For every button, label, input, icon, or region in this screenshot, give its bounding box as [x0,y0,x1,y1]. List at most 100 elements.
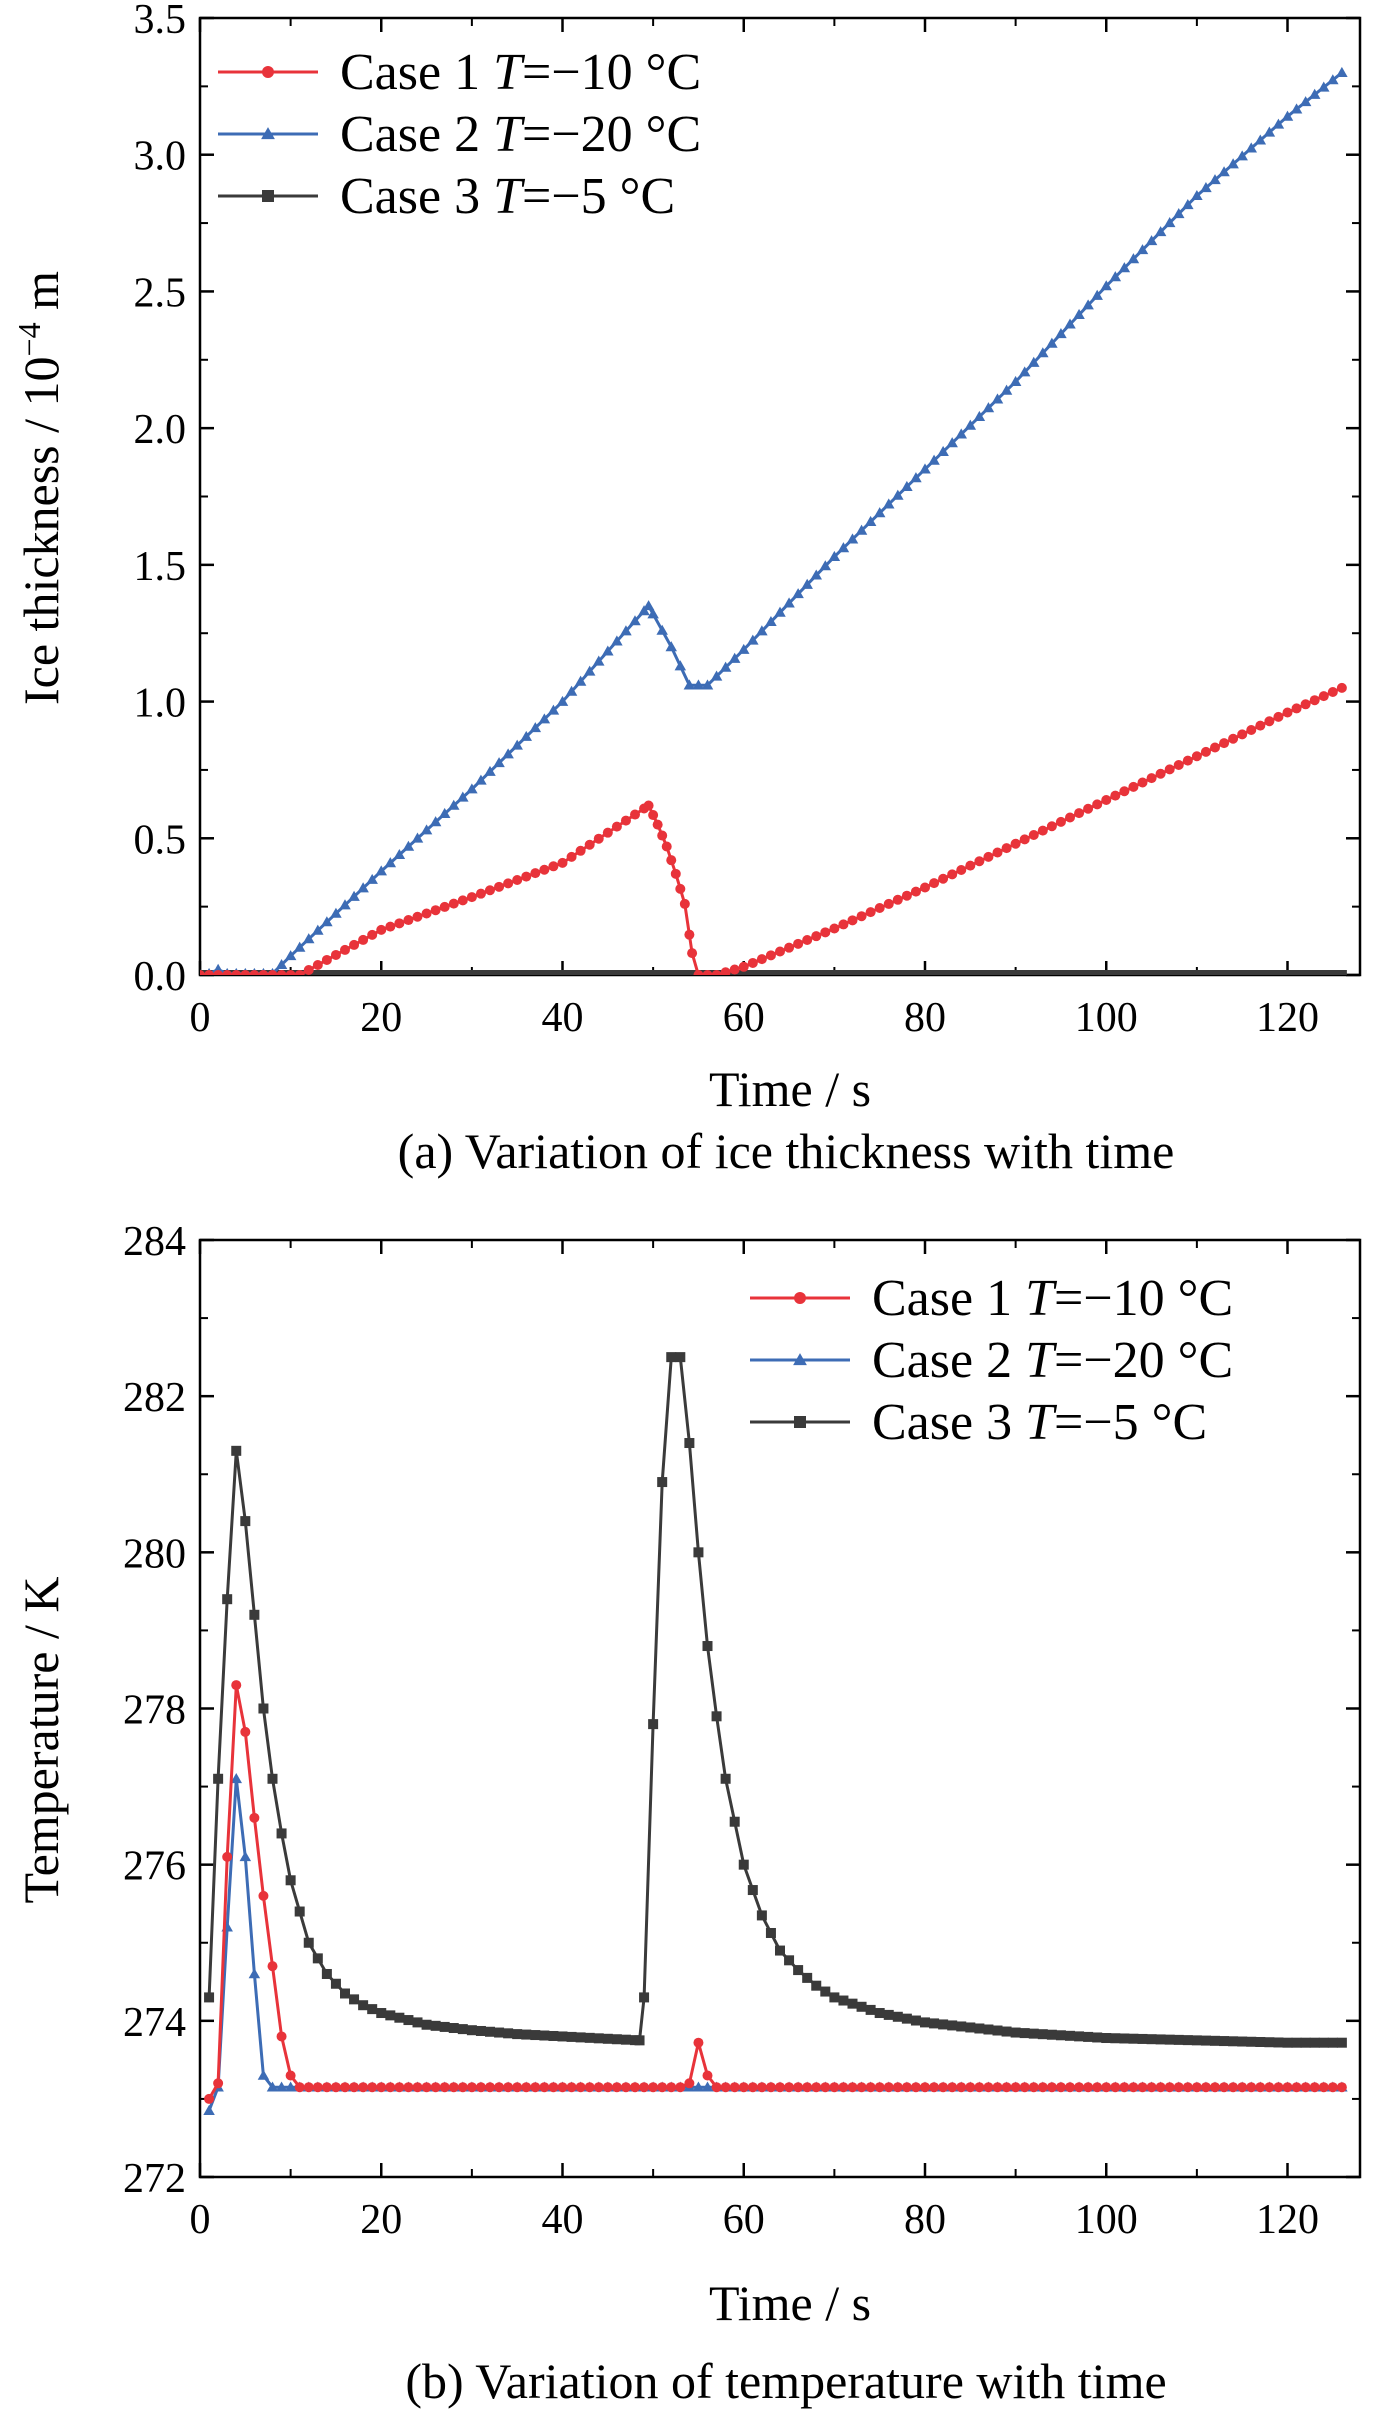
y-tick-label: 276 [123,1844,186,1890]
data-point [1119,786,1130,797]
data-point [947,970,958,975]
data-point [874,970,885,975]
legend-label-suffix: =−5 °C [1054,1394,1207,1451]
data-point [285,1875,296,1886]
data-point [983,970,994,975]
chart-panel-a: (a) Variation of ice thickness with time… [11,0,1362,1179]
data-point [965,860,976,871]
data-point [684,1438,695,1449]
data-point [756,625,768,636]
data-point [584,2082,595,2093]
data-point [974,2082,985,2093]
data-point [1155,970,1166,975]
legend-label: Case 2 T=−20 °C [340,106,701,163]
data-point [339,899,351,910]
data-point [330,1978,341,1989]
data-point [892,970,903,975]
data-point [910,2015,921,2026]
data-point [874,2008,885,2019]
data-point [1055,970,1066,975]
data-point [367,2004,378,2015]
data-point [1281,110,1294,121]
data-point [1191,751,1202,762]
data-point [756,970,767,975]
data-point [448,2082,459,2093]
data-point [983,851,994,862]
data-point [394,2012,405,2023]
data-point [321,954,332,965]
data-point [1065,2082,1075,2093]
data-point [384,857,397,868]
data-point [1191,2035,1202,2046]
data-point [1155,2082,1166,2093]
x-tick-label: 20 [360,995,402,1041]
data-point [1137,2033,1148,2044]
data-point [430,2020,441,2031]
data-point [729,1816,740,1827]
data-point [403,2015,414,2026]
data-point [521,2029,532,2040]
data-point [1037,970,1048,975]
data-point [642,600,655,611]
legend-label-prefix: Case 1 [872,1270,1025,1327]
data-point [213,1773,224,1784]
data-point [240,1726,251,1737]
data-point [1264,2082,1275,2093]
data-point [485,2026,495,2037]
data-point [1219,2082,1230,2093]
data-point [910,886,921,897]
data-point [982,402,995,413]
data-point [466,2025,477,2036]
data-point [892,2011,903,2022]
data-point [412,2082,423,2093]
data-point [1273,2082,1284,2093]
data-point [566,2082,577,2093]
data-point [1010,2082,1021,2093]
data-point [1074,2031,1085,2042]
data-point [1101,795,1112,806]
data-point [1182,199,1194,210]
x-tick-label: 100 [1075,2197,1138,2243]
data-point [485,970,495,975]
data-point [1110,970,1121,975]
x-tick-label: 40 [542,2197,584,2243]
data-point [593,2033,604,2044]
data-point [765,1927,776,1938]
data-point [484,765,496,776]
data-point [738,643,750,654]
data-point [938,970,949,975]
data-point [1318,2037,1329,2048]
data-point [1065,812,1075,823]
data-point [602,645,614,656]
data-point [865,970,876,975]
data-point [330,949,341,960]
y-tick-label: 0.0 [134,954,187,1000]
x-tick-label: 120 [1256,2197,1319,2243]
data-point [385,2082,396,2093]
data-point [684,929,695,940]
data-point [820,927,831,938]
data-point [1309,2037,1320,2048]
data-point [1255,970,1266,975]
data-point [974,856,985,867]
data-point [548,2082,559,2093]
data-point [1282,970,1293,975]
data-point [838,919,849,930]
data-point [1327,687,1338,698]
data-point [864,515,877,526]
data-point [466,2082,477,2093]
data-point [1309,2082,1320,2093]
data-point [1037,347,1049,358]
data-point [874,903,885,914]
data-point [856,2001,867,2012]
data-point [775,1945,785,1956]
legend-label-prefix: Case 2 [340,106,493,163]
y-tick-label: 274 [123,2000,186,2046]
data-point [521,970,532,975]
data-point [765,950,776,961]
data-point [611,635,623,646]
data-point [1019,834,1030,845]
data-point [955,428,967,439]
data-point [829,970,840,975]
data-point [657,970,668,975]
